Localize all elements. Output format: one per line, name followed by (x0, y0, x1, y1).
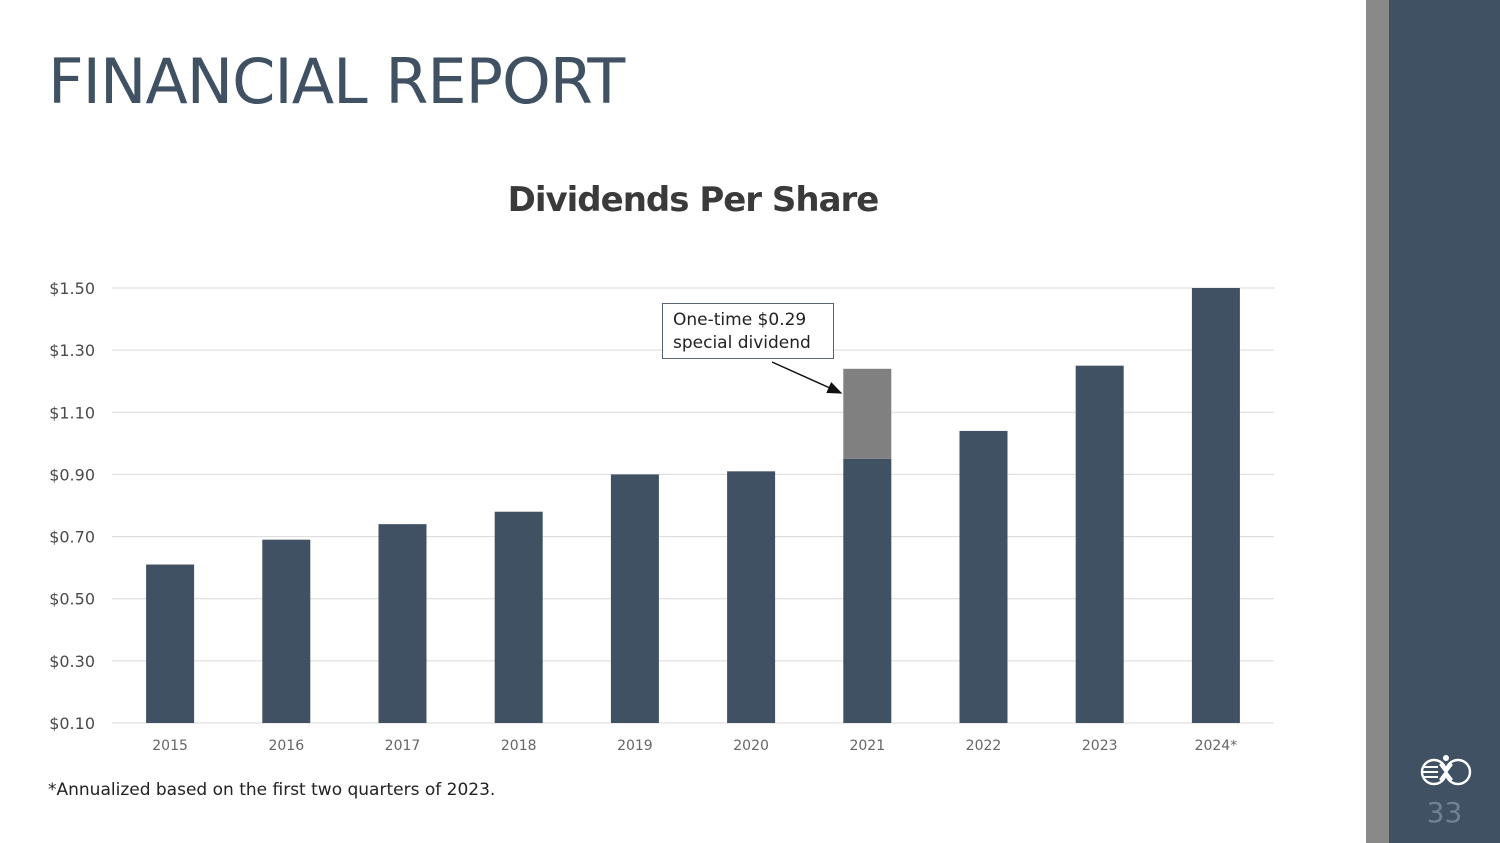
y-tick-label: $0.50 (49, 590, 95, 609)
page-number: 33 (1426, 796, 1463, 829)
callout-arrow (771, 361, 843, 394)
callout-line-1: One-time $0.29 (673, 310, 807, 330)
x-tick-label: 2022 (966, 738, 1002, 754)
dividend-bar (727, 471, 776, 723)
y-tick-label: $0.70 (49, 528, 95, 547)
x-tick-label: 2017 (385, 738, 421, 754)
dividend-bar (1191, 288, 1240, 723)
dividend-bar (146, 564, 195, 723)
y-tick-label: $0.90 (49, 465, 95, 484)
x-tick-label: 2021 (849, 738, 885, 754)
x-tick-label: 2018 (501, 738, 537, 754)
company-logo-icon (1420, 755, 1472, 786)
dividend-bar (494, 511, 543, 723)
y-tick-label: $0.10 (49, 714, 95, 733)
special-dividend-bar (843, 368, 892, 459)
y-tick-label: $1.50 (49, 279, 95, 298)
chart-title: Dividends Per Share (507, 180, 880, 220)
x-tick-label: 2019 (617, 738, 653, 754)
dividend-bar (1075, 365, 1124, 723)
x-tick-label: 2020 (733, 738, 769, 754)
y-tick-label: $1.30 (49, 341, 95, 360)
x-tick-label: 2016 (268, 738, 304, 754)
dividend-bar (610, 474, 659, 723)
y-tick-label: $1.10 (49, 403, 95, 422)
dividend-bar (843, 458, 892, 723)
x-tick-label: 2015 (152, 738, 188, 754)
y-tick-label: $0.30 (49, 652, 95, 671)
callout-line-2: special dividend (673, 333, 811, 353)
side-panel (1389, 0, 1500, 843)
dividend-bar (262, 539, 311, 723)
page-title: FINANCIAL REPORT (48, 45, 625, 118)
dividends-chart: $0.10 $0.30 $0.50 $0.70 $0.90 $1.10 $1.30 $1.50… (49, 279, 1274, 754)
x-tick-label: 2023 (1082, 738, 1118, 754)
footnote: *Annualized based on the first two quart… (48, 780, 496, 800)
side-stripe (1366, 0, 1389, 843)
dividend-bar (959, 430, 1008, 723)
dividend-bar (378, 524, 427, 723)
special-dividend-callout: One-time $0.29 special dividend (662, 303, 834, 359)
x-tick-label: 2024* (1195, 738, 1238, 754)
